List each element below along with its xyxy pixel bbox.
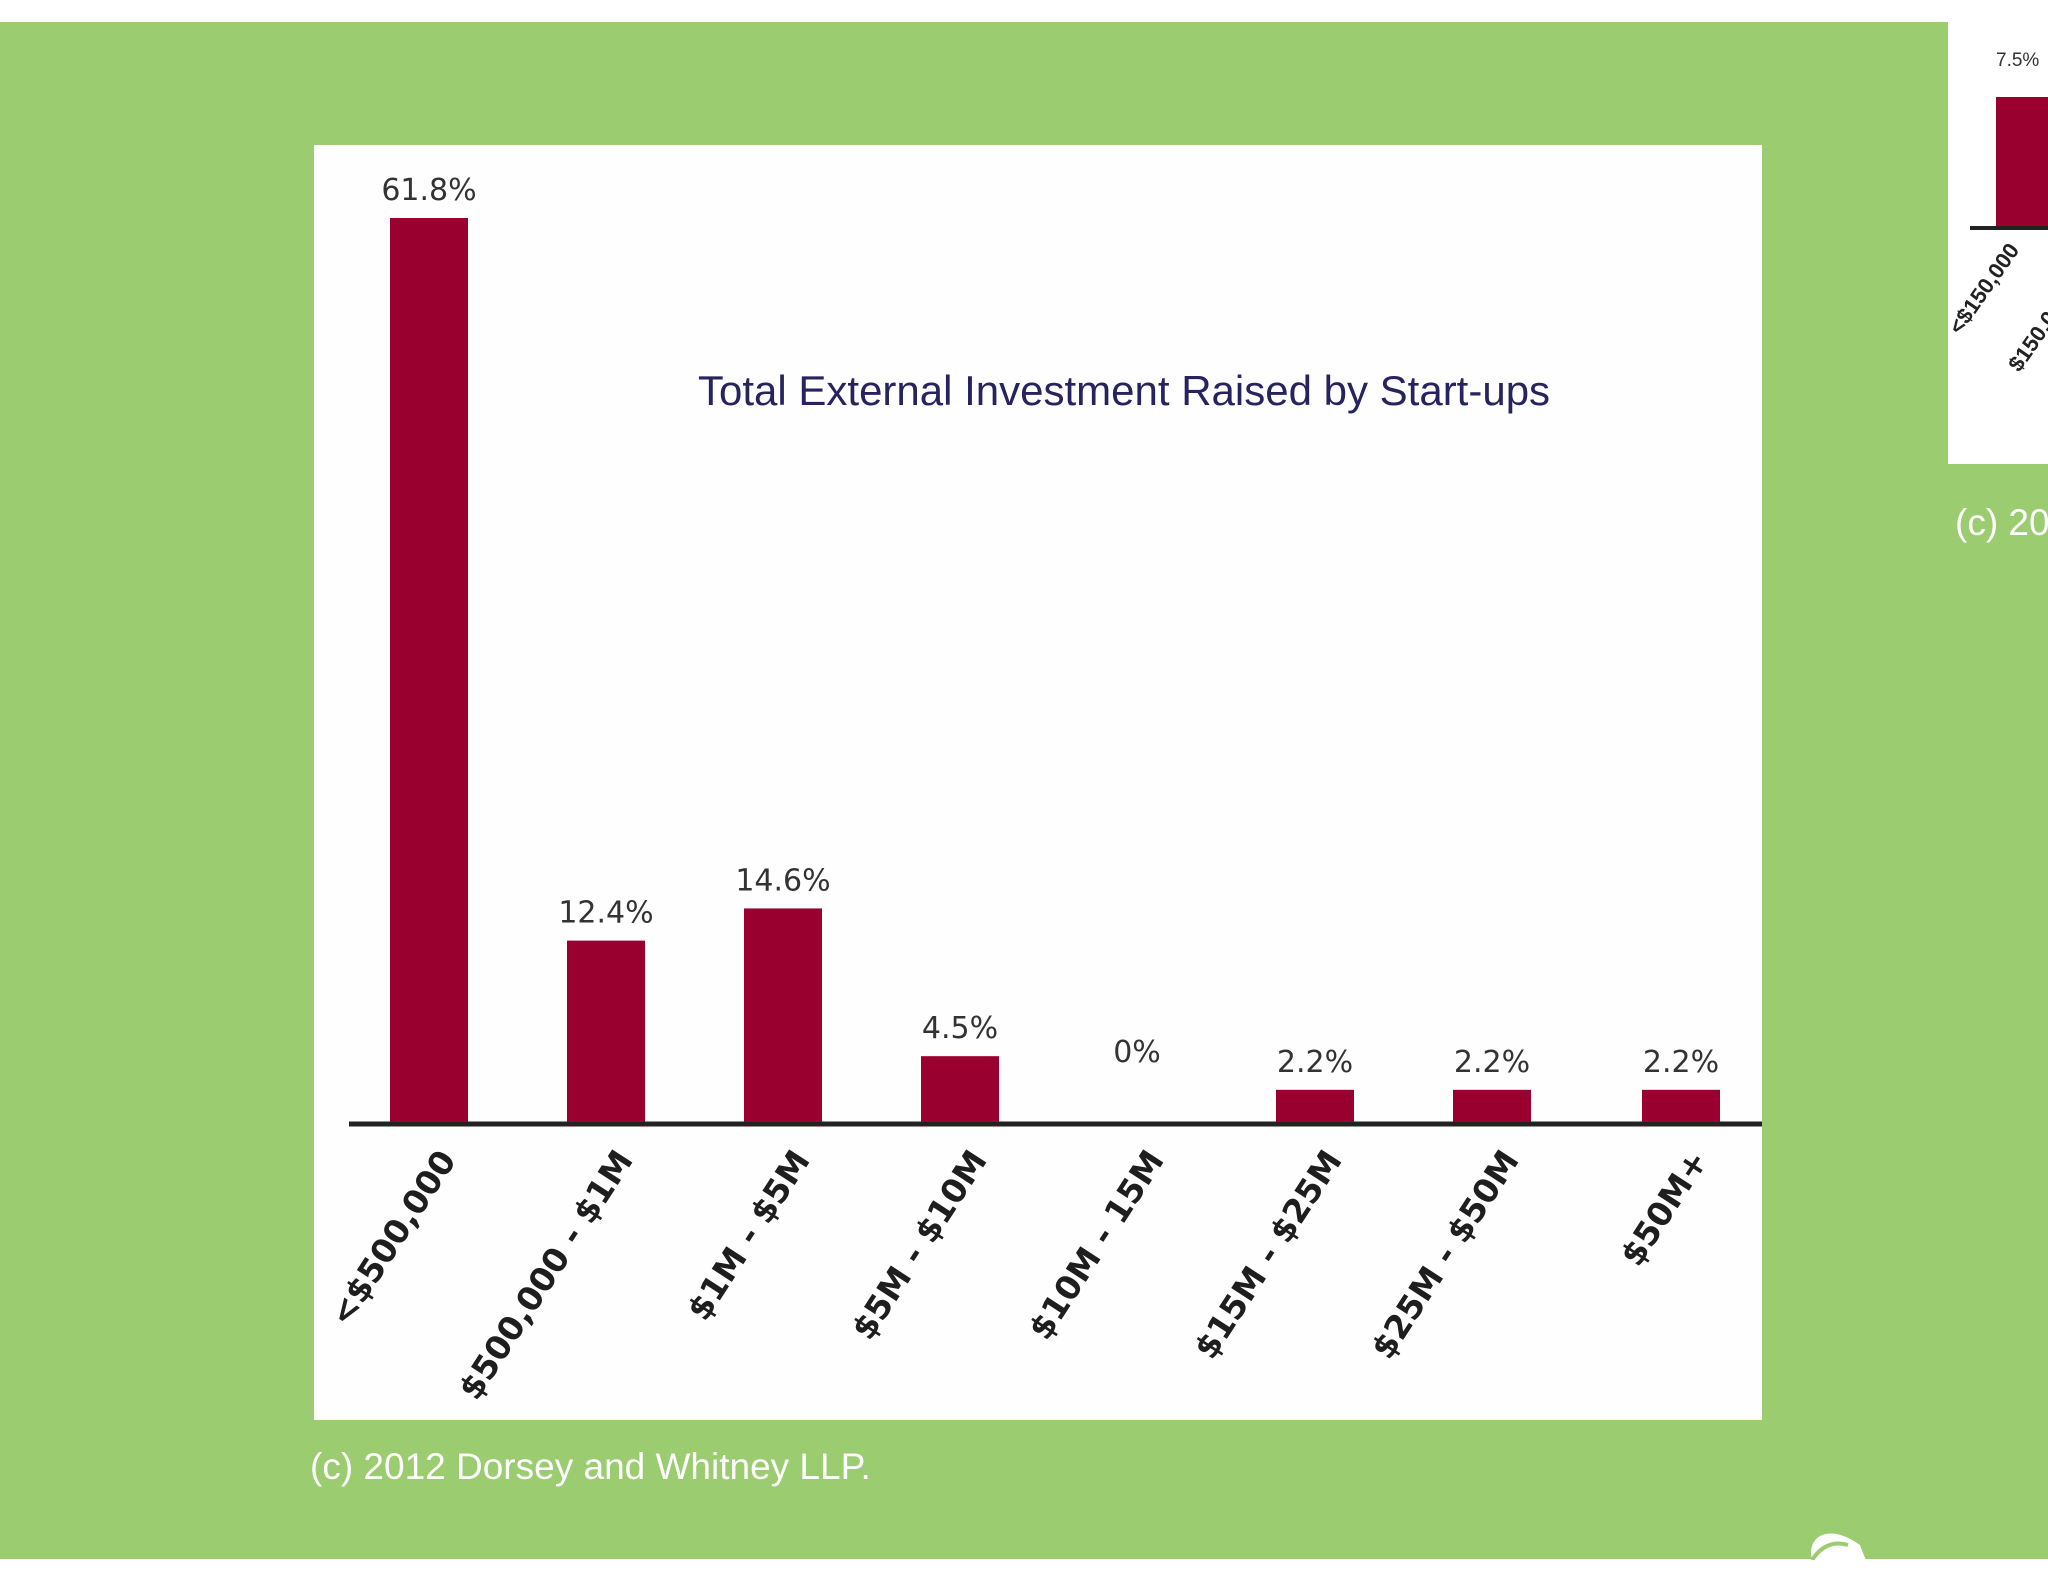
tick-label-1: <$500,000 bbox=[322, 1143, 464, 1333]
data-label-4: 4.5% bbox=[922, 1011, 998, 1046]
data-label-3: 14.6% bbox=[735, 863, 830, 898]
bar-6 bbox=[1276, 1089, 1354, 1122]
chart-title: Total External Investment Raised by Star… bbox=[698, 367, 1551, 414]
side-value-label: 7.5% bbox=[1996, 50, 2039, 71]
data-label-6: 2.2% bbox=[1277, 1045, 1353, 1080]
tick-label-4: $5M - $10M bbox=[844, 1143, 995, 1346]
tick-label-6: $15M - $25M bbox=[1186, 1143, 1349, 1366]
data-label-7: 2.2% bbox=[1454, 1045, 1530, 1080]
tick-label-2: $500,000 - $1M bbox=[451, 1143, 641, 1406]
data-label-5: 0% bbox=[1113, 1035, 1161, 1070]
chart-panel: 61.8% <$500,000 12.4% $500,000 - $1M 14.6% $1… bbox=[314, 145, 1762, 1420]
side-bar bbox=[1996, 97, 2048, 227]
bar-1 bbox=[390, 218, 468, 1122]
tick-label-5: $10M - 15M bbox=[1021, 1143, 1172, 1346]
tick-label-3: $1M - $5M bbox=[679, 1143, 817, 1327]
side-tick-label-2: $150,0 bbox=[2003, 307, 2048, 376]
leaf-logo-icon bbox=[1810, 1533, 1866, 1560]
data-label-2: 12.4% bbox=[558, 896, 653, 931]
tick-label-7: $25M - $50M bbox=[1363, 1143, 1526, 1366]
bar-7 bbox=[1453, 1089, 1531, 1122]
bar-8 bbox=[1642, 1089, 1720, 1122]
copyright-text: (c) 2012 Dorsey and Whitney LLP. bbox=[310, 1446, 871, 1487]
bar-chart: 61.8% <$500,000 12.4% $500,000 - $1M 14.6% $1… bbox=[322, 173, 1762, 1406]
data-label-8: 2.2% bbox=[1643, 1045, 1719, 1080]
bar-2 bbox=[567, 940, 645, 1122]
bar-4 bbox=[921, 1056, 999, 1122]
data-label-1: 61.8% bbox=[381, 173, 476, 208]
side-chart-panel: 7.5% <$150,000 $150,0 bbox=[1948, 22, 2048, 464]
bar-3 bbox=[744, 908, 822, 1122]
tick-label-8: $50M+ bbox=[1613, 1143, 1716, 1273]
side-tick-label-1: <$150,000 bbox=[1948, 239, 2024, 339]
side-copyright-text: (c) 20 bbox=[1955, 502, 2048, 543]
side-bar-chart: 7.5% <$150,000 $150,0 bbox=[1948, 50, 2048, 376]
